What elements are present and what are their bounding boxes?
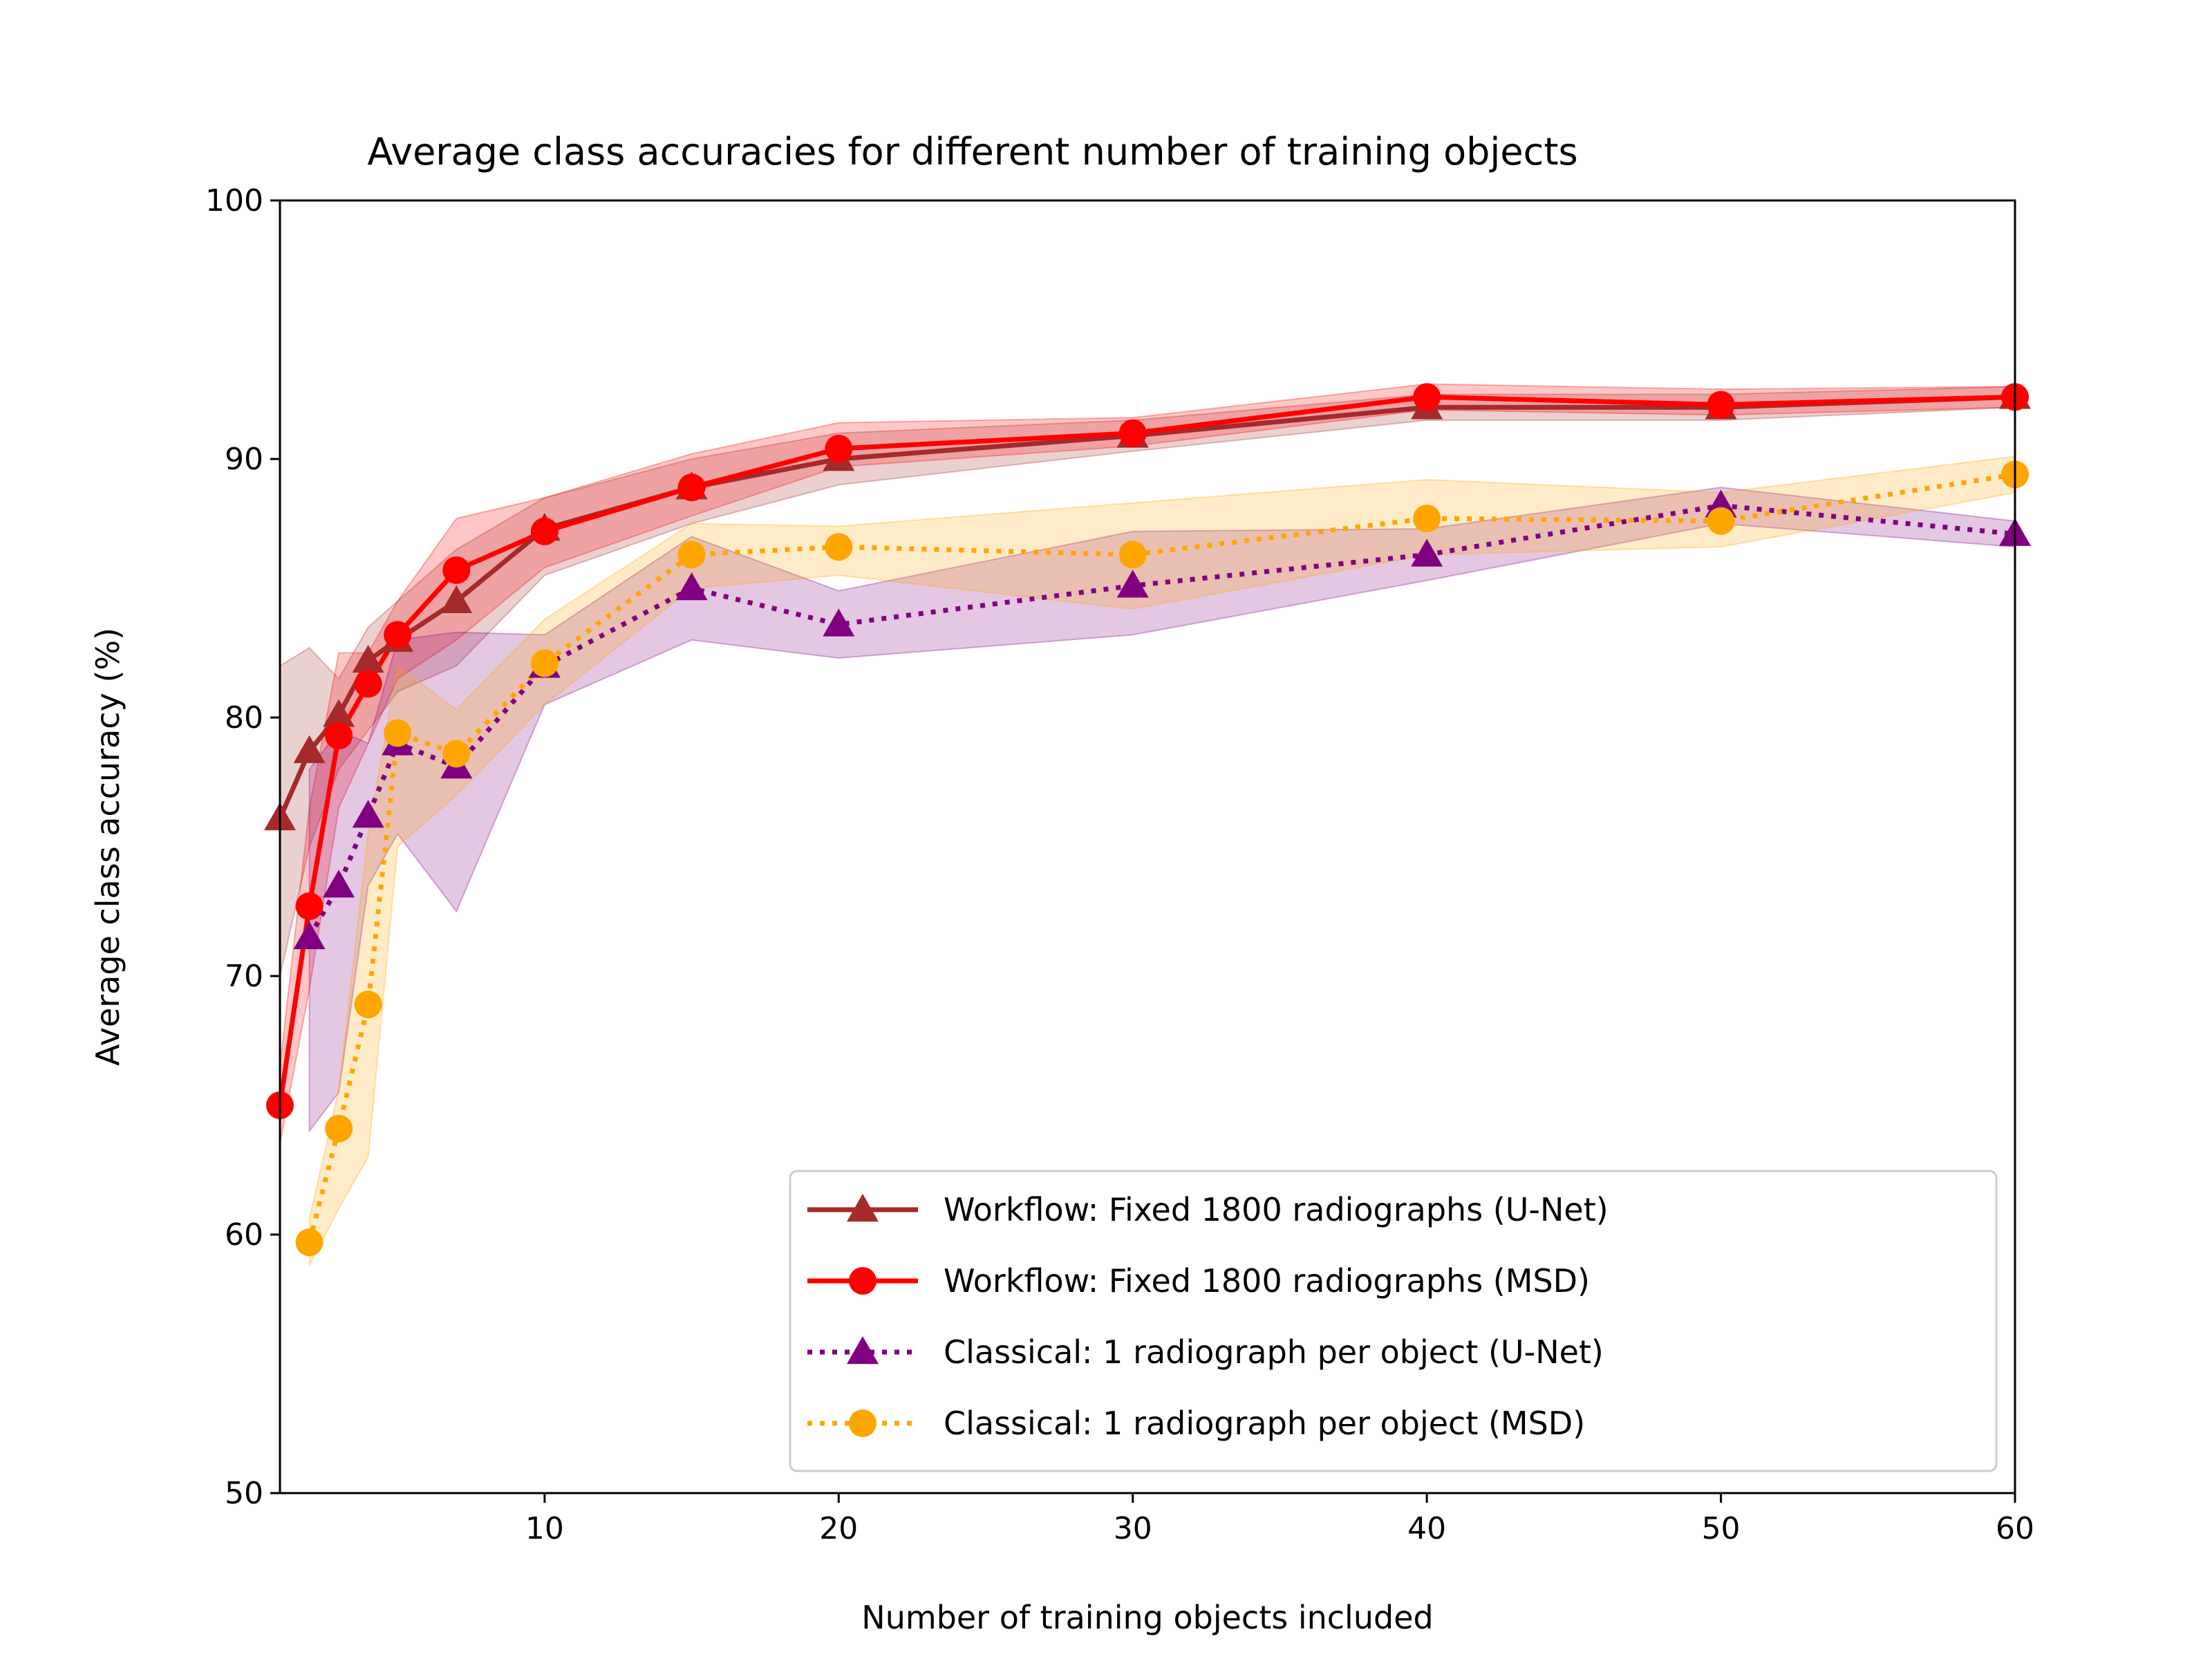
y-tick-label: 50: [225, 1476, 263, 1511]
data-point-series-2: [530, 517, 559, 545]
legend-marker: [847, 1194, 879, 1222]
data-point-series-4: [442, 740, 471, 768]
data-point-series-2: [677, 474, 706, 502]
legend-label: Workflow: Fixed 1800 radiographs (U-Net): [944, 1191, 1609, 1228]
legend-label: Classical: 1 radiograph per object (MSD): [944, 1405, 1585, 1442]
data-point-series-4: [530, 649, 559, 677]
data-point-series-2: [1413, 383, 1441, 411]
y-tick-label: 80: [225, 700, 263, 735]
legend: Workflow: Fixed 1800 radiographs (U-Net)…: [789, 1170, 1998, 1472]
data-point-series-3: [323, 870, 355, 898]
data-point-series-3: [1116, 570, 1149, 598]
data-point-series-2: [1707, 391, 1735, 419]
y-tick-label: 70: [225, 959, 263, 994]
x-tick-label: 40: [1407, 1511, 1446, 1546]
y-tick-label: 100: [205, 183, 263, 218]
data-point-series-3: [293, 921, 326, 950]
data-point-series-4: [384, 719, 412, 747]
data-point-series-1: [293, 735, 326, 763]
series-markers: [264, 381, 2031, 1257]
series-line-3: [307, 503, 2016, 939]
data-point-series-4: [1118, 541, 1147, 569]
data-point-series-2: [354, 670, 382, 698]
data-point-series-2: [825, 435, 853, 463]
data-point-series-3: [675, 572, 708, 601]
data-point-series-2: [1118, 419, 1147, 447]
x-tick-label: 60: [1996, 1511, 2034, 1546]
data-point-series-1: [352, 644, 384, 673]
legend-entry: Workflow: Fixed 1800 radiographs (U-Net): [807, 1191, 1609, 1228]
data-point-series-1: [440, 585, 473, 613]
data-point-series-2: [325, 722, 353, 750]
y-tick-label: 60: [225, 1217, 263, 1253]
data-point-series-4: [354, 991, 382, 1019]
legend-box: [789, 1170, 1998, 1472]
y-axis-label: Average class accuracy (%): [89, 628, 126, 1066]
x-tick-label: 10: [525, 1511, 564, 1546]
legend-marker: [849, 1409, 877, 1437]
x-tick-label: 30: [1114, 1511, 1152, 1546]
data-point-series-4: [677, 541, 706, 569]
chart-title: Average class accuracies for different n…: [367, 130, 1577, 174]
data-point-series-4: [1413, 505, 1441, 533]
y-axis: 50 60 70 80 90 100: [205, 183, 280, 1511]
legend-marker: [849, 1267, 877, 1295]
legend-label: Workflow: Fixed 1800 radiographs (MSD): [944, 1262, 1590, 1300]
legend-label: Classical: 1 radiograph per object (U-Ne…: [944, 1333, 1604, 1371]
data-point-series-2: [442, 556, 471, 584]
y-tick-label: 90: [225, 442, 263, 477]
data-point-series-4: [1707, 507, 1735, 535]
data-point-series-2: [384, 621, 412, 649]
legend-entry: Workflow: Fixed 1800 radiographs (MSD): [807, 1262, 1590, 1300]
plot-frame: [279, 199, 2016, 1494]
data-point-series-4: [325, 1114, 353, 1143]
series-line-4: [307, 471, 2016, 1244]
legend-entry: Classical: 1 radiograph per object (U-Ne…: [807, 1333, 1604, 1371]
data-point-series-3: [823, 608, 855, 637]
data-point-series-1: [323, 699, 355, 727]
data-point-series-2: [295, 892, 324, 921]
data-point-series-3: [1411, 538, 1443, 567]
x-axis-label: Number of training objects included: [861, 1599, 1433, 1636]
data-point-series-3: [352, 800, 384, 828]
x-tick-label: 50: [1702, 1511, 1741, 1546]
data-point-series-4: [295, 1228, 324, 1257]
x-axis: 10 20 30 40 50 60: [525, 1493, 2034, 1546]
x-tick-label: 20: [819, 1511, 858, 1546]
legend-entry: Classical: 1 radiograph per object (MSD): [807, 1405, 1585, 1442]
data-point-series-4: [825, 533, 853, 561]
legend-marker: [847, 1336, 879, 1365]
